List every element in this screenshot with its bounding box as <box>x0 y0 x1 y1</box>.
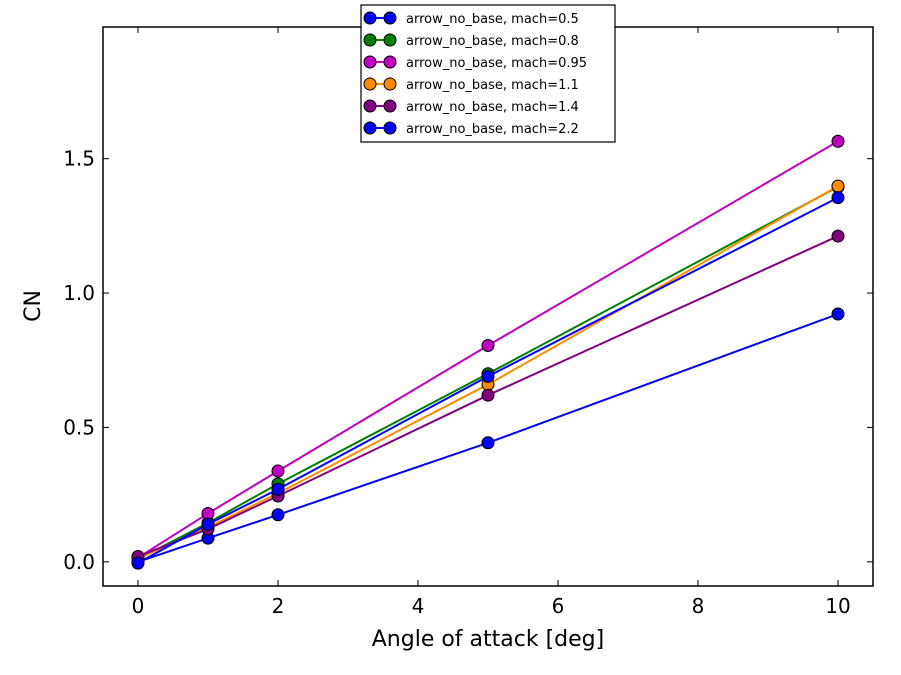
ticks-layer: 0 2 4 6 8 10 0.0 0.5 1.0 1.5 <box>63 27 873 618</box>
legend-marker <box>363 55 377 69</box>
legend-marker <box>363 33 377 47</box>
legend-marker <box>383 121 397 135</box>
y-tick-label: 0.5 <box>63 415 95 439</box>
y-tick-label: 1.5 <box>63 147 95 171</box>
x-tick-label: 6 <box>552 594 565 618</box>
data-point <box>271 508 285 522</box>
data-point <box>271 464 285 478</box>
legend-marker <box>363 99 377 113</box>
data-point <box>831 179 845 193</box>
legend-label: arrow_no_base, mach=0.95 <box>406 56 587 71</box>
x-tick-label: 4 <box>412 594 425 618</box>
data-point <box>831 229 845 243</box>
data-point <box>271 482 285 496</box>
legend-marker <box>363 11 377 25</box>
legend-marker <box>383 55 397 69</box>
legend: arrow_no_base, mach=0.5 arrow_no_base, ma… <box>360 4 616 143</box>
x-axis-label: Angle of attack [deg] <box>372 627 604 652</box>
x-tick-label: 10 <box>825 594 850 618</box>
y-tick-label: 1.0 <box>63 281 95 305</box>
series-layer <box>131 134 845 570</box>
legend-label: arrow_no_base, mach=1.4 <box>406 100 579 115</box>
series-5 <box>131 191 845 570</box>
data-point <box>831 191 845 205</box>
legend-marker <box>363 121 377 135</box>
data-point <box>131 556 145 570</box>
x-tick-label: 2 <box>272 594 285 618</box>
legend-box <box>360 4 616 143</box>
x-tick-label: 8 <box>692 594 705 618</box>
data-point <box>481 388 495 402</box>
y-tick-label: 0.0 <box>63 550 95 574</box>
legend-marker <box>383 11 397 25</box>
data-point <box>831 134 845 148</box>
legend-marker <box>383 33 397 47</box>
y-axis-label: CN <box>21 290 46 322</box>
legend-marker <box>363 77 377 91</box>
legend-marker <box>383 77 397 91</box>
data-point <box>831 307 845 321</box>
legend-label: arrow_no_base, mach=0.5 <box>406 12 579 27</box>
legend-label: arrow_no_base, mach=2.2 <box>406 122 579 137</box>
data-point <box>201 506 215 520</box>
data-point <box>201 517 215 531</box>
legend-label: arrow_no_base, mach=1.1 <box>406 78 579 93</box>
data-point <box>481 436 495 450</box>
legend-label: arrow_no_base, mach=0.8 <box>406 34 579 49</box>
data-point <box>481 369 495 383</box>
legend-marker <box>383 99 397 113</box>
x-tick-label: 0 <box>132 594 145 618</box>
data-point <box>481 338 495 352</box>
